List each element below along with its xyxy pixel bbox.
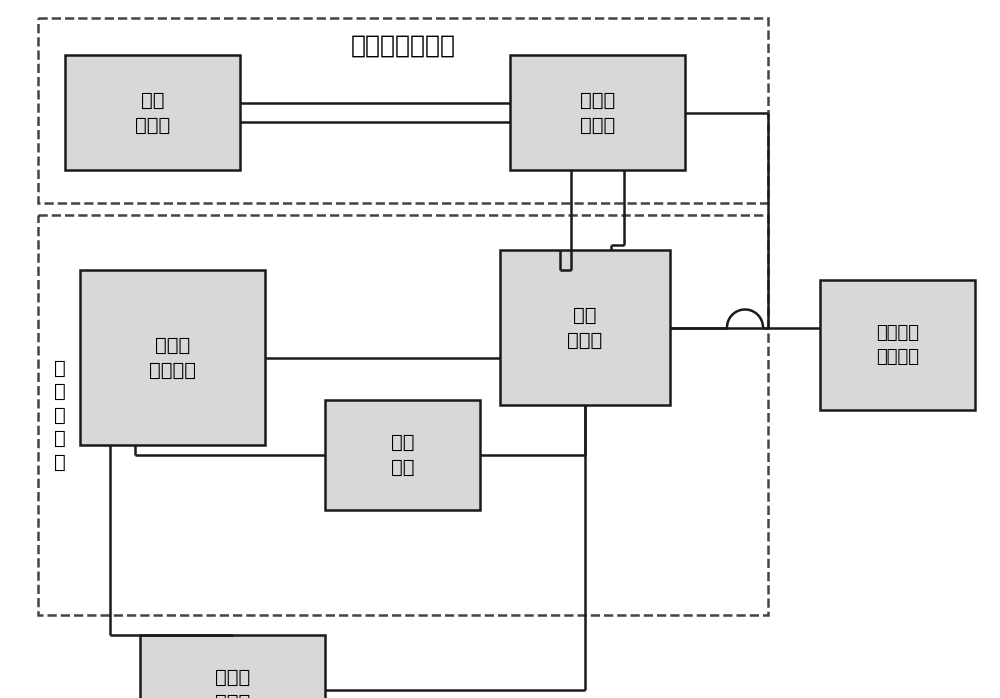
Text: 主
放
电
回
路: 主 放 电 回 路 <box>54 359 66 472</box>
Text: 负载
单元: 负载 单元 <box>391 433 414 477</box>
Bar <box>140 635 325 698</box>
Text: 信号控
制单元: 信号控 制单元 <box>215 668 250 698</box>
Bar <box>510 55 685 170</box>
Bar <box>820 280 975 410</box>
Text: 主回路
供电单元: 主回路 供电单元 <box>149 336 196 380</box>
Text: 直流
恒流源: 直流 恒流源 <box>135 91 170 135</box>
Text: 辅助支
路单元: 辅助支 路单元 <box>580 91 615 135</box>
Bar <box>65 55 240 170</box>
Text: 待测
晶闸管: 待测 晶闸管 <box>567 306 603 350</box>
Text: 恒流源辅助支路: 恒流源辅助支路 <box>351 34 456 58</box>
Bar <box>38 215 768 615</box>
Text: 测量结果
显示单元: 测量结果 显示单元 <box>876 324 919 366</box>
Bar <box>38 18 768 203</box>
Bar <box>80 270 265 445</box>
Bar <box>325 400 480 510</box>
Bar <box>500 250 670 405</box>
